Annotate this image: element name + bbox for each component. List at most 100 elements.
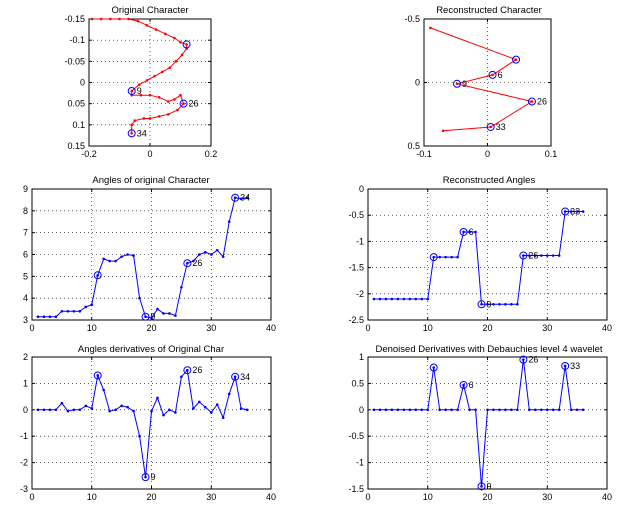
data-point	[198, 253, 201, 256]
data-point	[575, 210, 579, 213]
x-tick-label: 30	[542, 323, 552, 333]
x-tick-label: 30	[206, 492, 216, 502]
data-point	[486, 302, 489, 306]
data-point	[54, 408, 58, 412]
data-point	[167, 100, 170, 103]
y-tick-label: 8	[23, 206, 28, 216]
x-tick-label: 0	[29, 492, 34, 502]
y-tick-label: 3	[23, 315, 28, 325]
data-point	[245, 196, 249, 200]
data-point	[130, 123, 133, 127]
data-point	[480, 485, 483, 488]
data-point	[474, 408, 477, 412]
keypoint-marker	[141, 312, 150, 321]
data-point	[462, 230, 465, 234]
y-tick-label: 7	[23, 228, 28, 238]
data-point	[186, 368, 189, 372]
x-tick-label: 10	[87, 492, 97, 502]
data-point	[133, 119, 137, 122]
data-point	[66, 409, 70, 413]
keypoint-label: 26	[192, 365, 202, 375]
data-point	[486, 408, 489, 412]
data-point	[144, 475, 147, 479]
data-point	[138, 296, 141, 300]
keypoint-marker	[93, 371, 102, 380]
keypoint-marker	[141, 473, 150, 482]
data-point	[90, 17, 94, 21]
data-point	[581, 408, 585, 412]
data-point	[456, 408, 459, 412]
data-point	[498, 408, 501, 412]
data-point	[163, 32, 167, 36]
series-line	[92, 18, 188, 134]
keypoint-label: 9	[487, 481, 492, 491]
keypoint-marker	[453, 79, 462, 88]
data-point	[148, 93, 152, 97]
keypoint-label: 33	[570, 361, 580, 371]
data-point	[150, 316, 153, 320]
data-point	[162, 312, 165, 315]
y-tick-label: -0.5	[348, 431, 364, 441]
y-tick-label: 0	[359, 405, 364, 415]
data-point	[569, 210, 573, 213]
data-point	[516, 408, 519, 412]
data-point	[36, 315, 40, 319]
subplot-reconstructed-angles: Reconstructed Angles 0 10 20 30 40 -2.5 -2 -1.5…	[348, 175, 612, 333]
data-point	[180, 285, 183, 289]
series-line	[430, 27, 534, 132]
y-tick-label: 6	[23, 250, 28, 260]
data-point	[186, 261, 189, 265]
keypoint-marker	[183, 259, 192, 268]
keypoint-label: 6	[469, 380, 474, 390]
x-tick-label: 10	[423, 323, 433, 333]
keypoint-marker	[527, 97, 536, 106]
data-point	[108, 409, 111, 413]
x-tick-label: 0	[29, 323, 34, 333]
keypoint-marker	[429, 363, 438, 372]
axes-frame	[31, 188, 272, 321]
x-tick-label: 30	[542, 492, 552, 502]
data-point	[90, 303, 94, 307]
keypoint-label: 26	[528, 355, 538, 365]
subplot-title: Original Character	[111, 5, 188, 16]
data-point	[514, 58, 518, 61]
y-tick-label: 0	[359, 184, 364, 194]
data-point	[168, 66, 172, 69]
data-point	[498, 302, 501, 306]
data-point	[551, 408, 555, 412]
data-point	[157, 96, 161, 99]
data-point	[378, 297, 382, 301]
data-point	[144, 315, 147, 319]
data-point	[130, 132, 133, 135]
x-tick-label: 40	[266, 492, 276, 502]
data-point	[120, 404, 123, 408]
x-tick-label: -0.2	[81, 149, 97, 159]
data-point	[138, 434, 141, 438]
data-point	[510, 408, 513, 412]
data-point	[408, 408, 412, 412]
data-point	[156, 396, 159, 400]
data-point	[114, 408, 117, 412]
x-tick-label: 40	[266, 323, 276, 333]
x-tick-label: 20	[482, 492, 492, 502]
x-tick-label: 40	[602, 323, 612, 333]
data-point	[510, 302, 513, 306]
keypoint-marker	[127, 129, 136, 138]
data-point	[438, 408, 442, 412]
x-tick-label: 0	[485, 149, 490, 159]
subplot-original-character: Original Character -0.2 0 0.2 -0.15 -0.1 -0.0…	[64, 5, 217, 159]
data-point	[372, 408, 376, 412]
x-tick-label: 20	[146, 323, 156, 333]
data-point	[528, 254, 531, 257]
data-point	[462, 383, 465, 387]
y-tick-label: -1	[356, 458, 364, 468]
data-point	[426, 297, 430, 301]
data-point	[444, 255, 447, 259]
data-point	[167, 112, 170, 116]
data-point	[78, 309, 82, 313]
x-tick-label: 10	[423, 492, 433, 502]
data-point	[145, 24, 149, 27]
data-point	[96, 374, 100, 377]
data-point	[468, 230, 471, 234]
data-point	[504, 408, 507, 412]
